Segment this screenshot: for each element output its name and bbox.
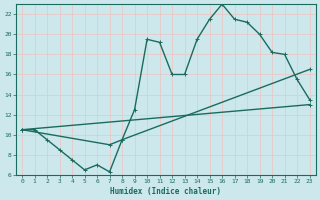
X-axis label: Humidex (Indice chaleur): Humidex (Indice chaleur) (110, 187, 221, 196)
